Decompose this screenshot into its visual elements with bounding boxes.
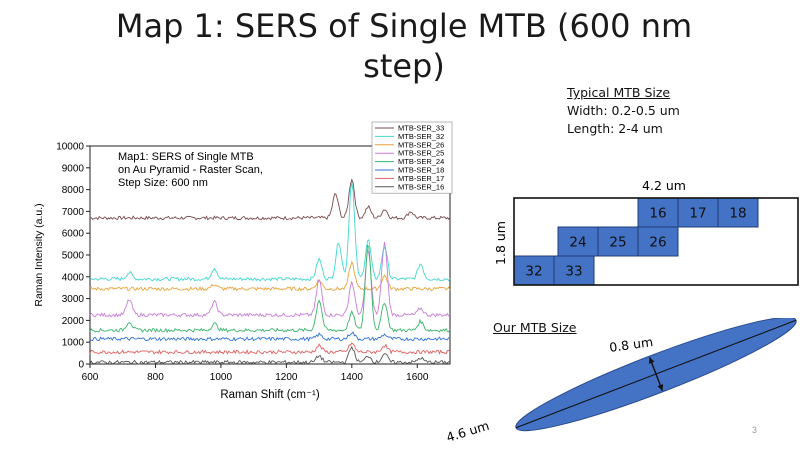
x-axis-label: Raman Shift (cm⁻¹) [220, 389, 320, 401]
y-tick-label: 8000 [62, 185, 85, 196]
typical-size-length: Length: 2-4 um [567, 121, 663, 136]
series-line-mtb-ser_26 [89, 260, 451, 292]
mtb-body [515, 316, 797, 432]
series-line-mtb-ser_24 [89, 244, 451, 333]
x-tick-label: 600 [82, 372, 99, 383]
y-tick-label: 4000 [62, 272, 85, 283]
mtb-ellipse-svg: 0.8 um 4.6 um [444, 316, 797, 445]
grid-cell-label: 25 [609, 235, 626, 251]
slide-title-line2: step) [363, 47, 445, 85]
series-line-mtb-ser_25 [89, 241, 451, 318]
chart-annotation-line: on Au Pyramid - Raster Scan, [118, 164, 263, 176]
mtb-ellipse-diagram: 0.8 um 4.6 um [420, 316, 808, 457]
y-tick-label: 2000 [62, 316, 85, 327]
grid-cell-26 [637, 226, 679, 257]
series-line-mtb-ser_33 [89, 178, 451, 221]
mtb-width-label: 0.8 um [608, 334, 654, 355]
grid-cell-label: 32 [525, 264, 542, 280]
scan-grid-svg: 4.2 um 1.8 um 16 17 18 24 25 26 32 33 [493, 178, 799, 286]
grid-cell-25 [597, 226, 639, 257]
slide-title-line1: Map 1: SERS of Single MTB (600 nm [115, 7, 693, 45]
y-tick-label: 0 [78, 360, 84, 371]
y-tick-label: 9000 [62, 163, 85, 174]
x-tick-label: 1600 [406, 372, 429, 383]
legend-entry: MTB-SER_16 [398, 182, 444, 191]
grid-height-label: 1.8 um [493, 221, 508, 265]
legend-entry: MTB-SER_17 [398, 174, 444, 183]
slide-title: Map 1: SERS of Single MTB (600 nm step) [20, 6, 788, 86]
grid-width-label: 4.2 um [642, 178, 686, 193]
chart-annotation-line: Step Size: 600 nm [118, 177, 208, 189]
chart-annotation-line: Map1: SERS of Single MTB [118, 151, 254, 163]
scan-grid: 4.2 um 1.8 um 16 17 18 24 25 26 32 33 [478, 178, 808, 298]
grid-cell-label: 16 [649, 206, 666, 222]
typical-size-info: Typical MTB Size Width: 0.2-0.5 um Lengt… [567, 84, 680, 138]
grid-cell-18 [717, 197, 759, 228]
series-line-mtb-ser_32 [89, 182, 451, 282]
legend-box [371, 121, 453, 194]
legend-entry: MTB-SER_32 [398, 132, 444, 141]
legend-entry: MTB-SER_33 [398, 124, 444, 133]
y-tick-label: 1000 [62, 338, 85, 349]
grid-cell-32 [513, 255, 555, 286]
mtb-body-group [515, 316, 797, 432]
grid-cell-label: 18 [729, 206, 746, 222]
y-tick-label: 10000 [56, 142, 84, 153]
grid-cell-label: 33 [565, 264, 582, 280]
series-line-mtb-ser_17 [89, 342, 451, 355]
y-tick-label: 3000 [62, 294, 85, 305]
typical-size-heading: Typical MTB Size [567, 85, 671, 100]
series-line-mtb-ser_18 [89, 331, 451, 342]
raman-spectra-chart: 600 800 1000 1200 1400 1600 0 1000 2000 3000 4000 5… [20, 118, 460, 408]
y-tick-label: 7000 [62, 207, 85, 218]
chart-svg: 600 800 1000 1200 1400 1600 0 1000 2000 3000 4000 5… [33, 121, 453, 401]
x-tick-label: 800 [147, 372, 164, 383]
grid-cell-label: 17 [689, 206, 706, 222]
page-number: 3 [752, 425, 758, 435]
grid-cell-33 [553, 255, 595, 286]
width-arrow-top [648, 357, 655, 364]
legend-entry: MTB-SER_26 [398, 140, 444, 149]
width-arrow-bottom [657, 384, 664, 391]
x-tick-label: 1400 [341, 372, 364, 383]
mtb-length-label: 4.6 um [444, 418, 490, 445]
legend-entry: MTB-SER_18 [398, 166, 444, 175]
x-tick-label: 1000 [210, 372, 233, 383]
typical-size-width: Width: 0.2-0.5 um [567, 103, 680, 118]
y-tick-label: 5000 [62, 251, 85, 262]
series-line-mtb-ser_16 [89, 345, 451, 365]
grid-cell-16 [637, 197, 679, 228]
legend-entry: MTB-SER_24 [398, 157, 444, 166]
grid-cell-label: 24 [569, 235, 586, 251]
grid-outline [513, 197, 799, 286]
y-tick-label: 6000 [62, 229, 85, 240]
grid-cell-label: 26 [649, 235, 666, 251]
y-axis-label: Raman Intensity (a.u.) [33, 203, 45, 306]
legend-entry: MTB-SER_25 [398, 149, 444, 158]
our-size-heading: Our MTB Size [493, 320, 577, 335]
x-tick-label: 1200 [275, 372, 298, 383]
